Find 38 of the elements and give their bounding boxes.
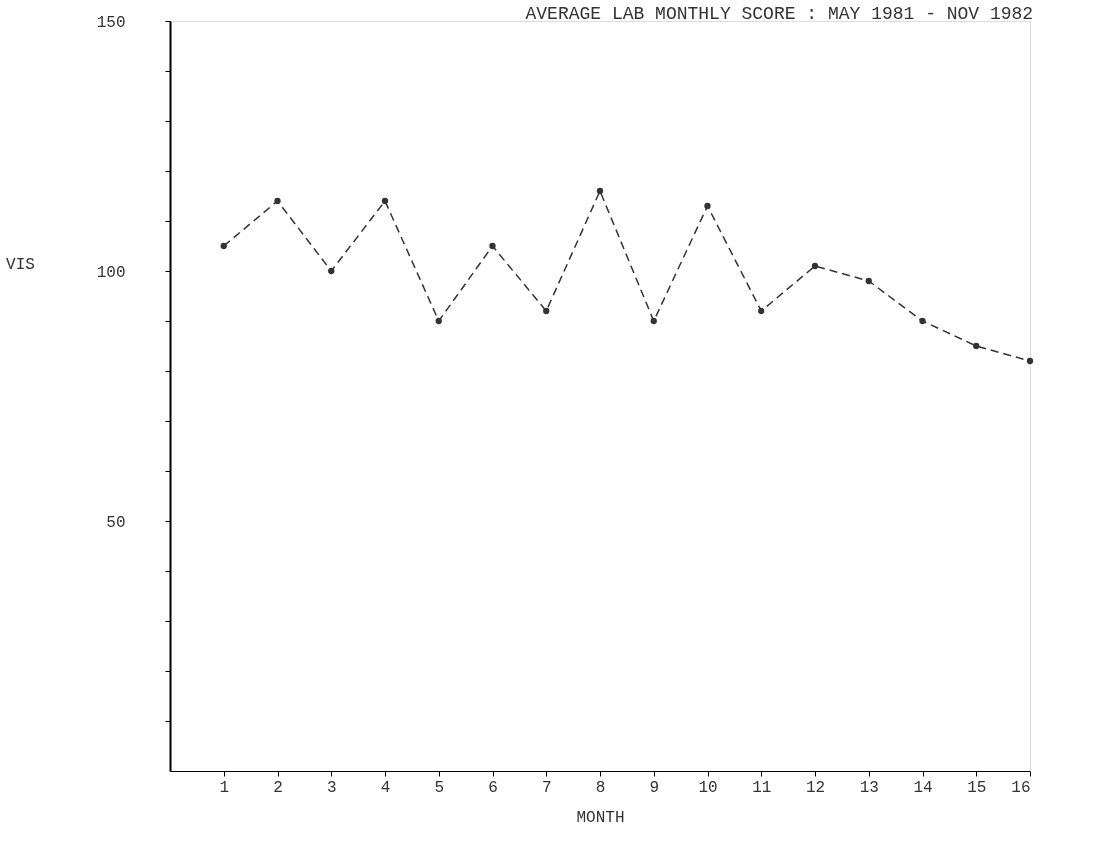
point (596, 187, 604, 195)
x-tick-label: 8 (595, 778, 606, 797)
chart-title: AVERAGE LAB MONTHLY SCORE : MAY 1981 - NOV 1982 (525, 4, 1034, 24)
point (758, 307, 765, 315)
y-tick-label: 50 (106, 513, 126, 532)
point (489, 242, 496, 250)
point (973, 342, 980, 350)
point (704, 202, 711, 210)
x-tick-label: 15 (967, 778, 987, 797)
x-tick-label: 5 (434, 778, 445, 797)
x-tick-label: 16 (1011, 778, 1031, 797)
y-tick-label: 100 (96, 263, 126, 282)
x-tick-label: 10 (698, 778, 718, 797)
point (543, 307, 550, 315)
x-tick-label: 11 (752, 778, 772, 797)
x-tick-label: 13 (859, 778, 879, 797)
point (328, 267, 335, 275)
y-axis-title: VIS (6, 255, 35, 274)
point (435, 317, 442, 325)
x-tick-label: 9 (649, 778, 660, 797)
x-tick-label: 4 (380, 778, 391, 797)
x-tick-label: 6 (488, 778, 498, 797)
x-axis-title: MONTH (576, 808, 625, 827)
point (811, 262, 819, 270)
point (650, 317, 657, 325)
x-tick-label: 7 (541, 778, 552, 797)
x-tick-label: 14 (913, 778, 933, 797)
point (1026, 357, 1034, 365)
point (220, 242, 227, 250)
x-tick-label: 3 (326, 778, 337, 797)
point (919, 317, 926, 325)
x-tick-label: 12 (805, 778, 826, 797)
point (381, 197, 389, 205)
point (865, 277, 872, 285)
point (274, 197, 281, 205)
x-tick-label: 2 (273, 778, 283, 797)
y-tick-label: 150 (96, 13, 126, 32)
x-tick-label: 1 (219, 778, 230, 797)
